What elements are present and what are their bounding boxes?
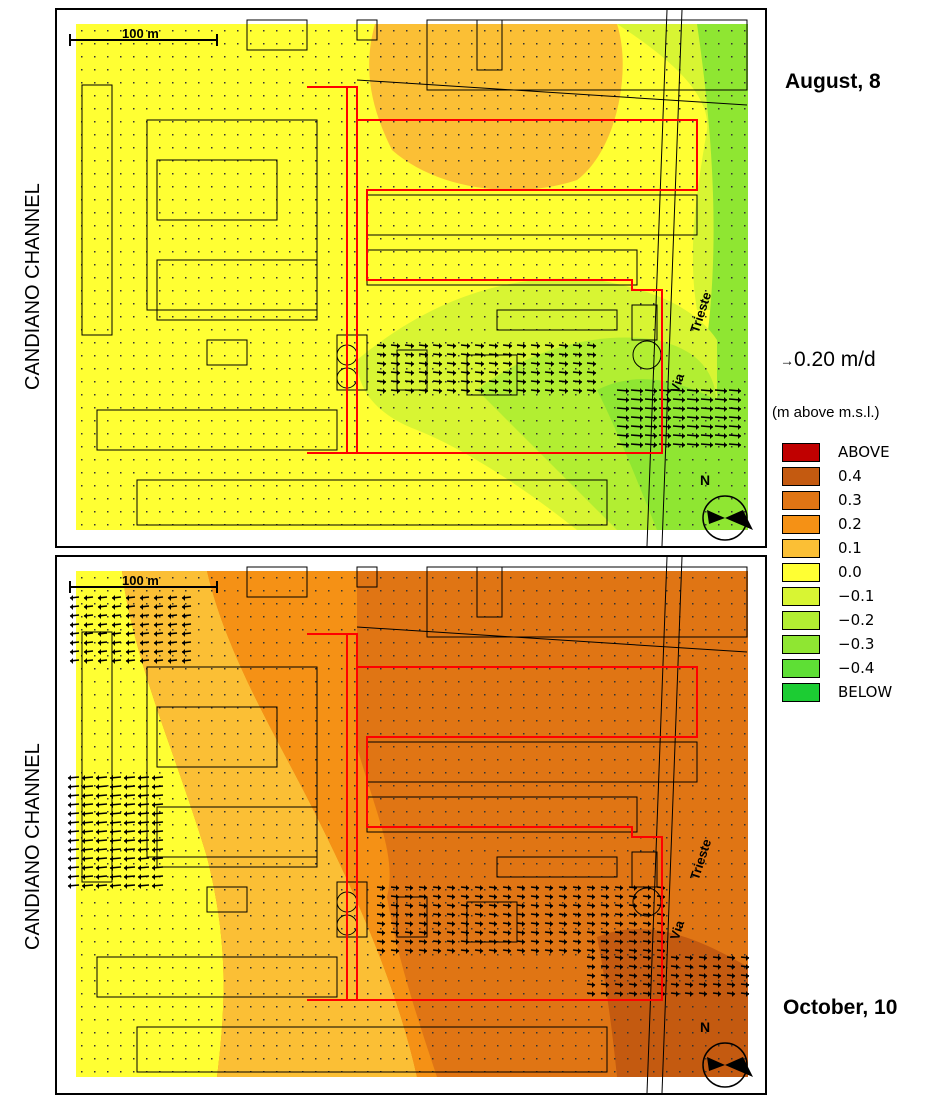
map-august-svg — [69, 10, 753, 546]
legend-row: BELOW — [782, 680, 892, 704]
legend-row: 0.0 — [782, 560, 892, 584]
arrow-icon: → — [780, 352, 794, 369]
legend-swatch — [782, 658, 820, 678]
date-label-bottom: October, 10 — [783, 996, 898, 1019]
scale-label: 100 m — [122, 573, 159, 588]
legend-label: 0.3 — [838, 491, 862, 509]
legend-label: −0.2 — [838, 611, 875, 629]
legend-label: 0.0 — [838, 563, 862, 581]
scale-label: 100 m — [122, 26, 159, 41]
map-panel-august: 100 m N Via Trieste — [55, 8, 767, 548]
side-label-top: CANDIANO CHANNEL — [22, 183, 44, 390]
legend-row: −0.3 — [782, 632, 892, 656]
legend-label: 0.1 — [838, 539, 862, 557]
legend-label: 0.4 — [838, 467, 862, 485]
map-october-svg — [67, 557, 753, 1093]
orange-zone-1 — [122, 571, 417, 1077]
legend-swatch — [782, 610, 820, 630]
legend-swatch — [782, 514, 820, 534]
legend-label: BELOW — [838, 683, 893, 701]
legend-row: 0.4 — [782, 464, 892, 488]
north-label: N — [700, 1019, 711, 1035]
legend-row: ABOVE — [782, 440, 892, 464]
legend-row: 0.1 — [782, 536, 892, 560]
flow-arrows — [67, 595, 750, 997]
legend-swatch — [782, 634, 820, 654]
legend-swatch — [782, 538, 820, 558]
legend-label: −0.4 — [838, 659, 875, 677]
vector-scale: →0.20 m/d — [780, 348, 876, 372]
side-label-bottom: CANDIANO CHANNEL — [22, 743, 44, 950]
site-boundary — [307, 86, 698, 454]
legend-row: −0.2 — [782, 608, 892, 632]
yellow-zone — [76, 571, 224, 1077]
north-label: N — [700, 472, 711, 488]
legend-swatch — [782, 586, 820, 606]
legend-swatch — [782, 682, 820, 702]
legend: ABOVE 0.4 0.3 0.2 0.1 0.0 −0.1 −0.2 −0.3 −0.4 BELO… — [782, 440, 892, 704]
legend-label: −0.3 — [838, 635, 875, 653]
legend-swatch — [782, 466, 820, 486]
legend-swatch — [782, 442, 820, 462]
legend-swatch — [782, 490, 820, 510]
vector-scale-label: 0.20 m/d — [794, 348, 876, 371]
map-panel-october: 100 m N Via Trieste — [55, 555, 767, 1095]
legend-label: 0.2 — [838, 515, 862, 533]
legend-label: ABOVE — [838, 443, 890, 461]
date-label-top: August, 8 — [785, 70, 881, 93]
legend-row: 0.2 — [782, 512, 892, 536]
site-boundary — [307, 633, 698, 1001]
legend-swatch — [782, 562, 820, 582]
grid-dots — [81, 30, 746, 526]
north-arrow — [702, 495, 753, 541]
north-arrow — [702, 1042, 753, 1088]
legend-row: 0.3 — [782, 488, 892, 512]
legend-title: (m above m.s.l.) — [772, 404, 880, 421]
flow-arrows — [376, 343, 742, 448]
building-outlines — [81, 10, 748, 546]
legend-label: −0.1 — [838, 587, 875, 605]
legend-row: −0.4 — [782, 656, 892, 680]
grid-dots — [81, 577, 746, 1073]
legend-row: −0.1 — [782, 584, 892, 608]
